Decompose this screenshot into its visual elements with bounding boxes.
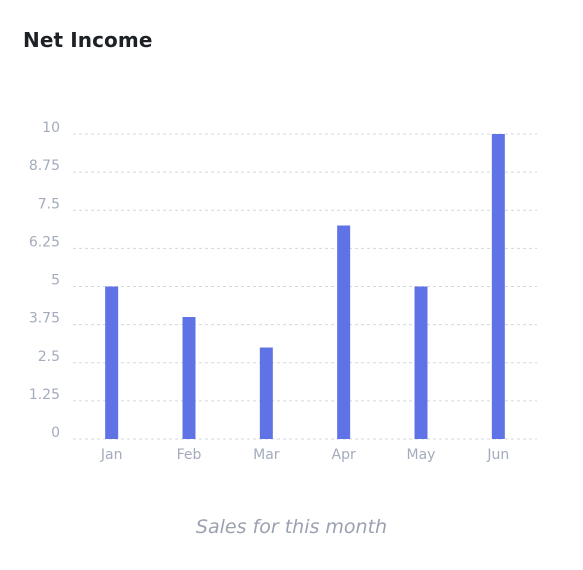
x-tick-label: Jan bbox=[100, 447, 123, 463]
bar-apr bbox=[337, 226, 350, 440]
bar-feb bbox=[183, 317, 196, 439]
x-tick-label: Apr bbox=[332, 447, 356, 463]
x-tick-label: Mar bbox=[253, 447, 280, 463]
bar-jan bbox=[105, 287, 118, 440]
bar-jun bbox=[492, 134, 505, 439]
x-tick-label: May bbox=[407, 447, 436, 463]
y-tick-label: 1.25 bbox=[29, 387, 60, 403]
x-tick-label: Feb bbox=[177, 447, 202, 463]
y-tick-label: 3.75 bbox=[29, 311, 60, 327]
bar-mar bbox=[260, 348, 273, 440]
y-tick-label: 8.75 bbox=[29, 158, 60, 174]
y-tick-label: 7.5 bbox=[38, 196, 60, 212]
y-tick-label: 6.25 bbox=[29, 234, 60, 250]
y-tick-label: 10 bbox=[42, 120, 60, 136]
y-tick-label: 5 bbox=[51, 273, 60, 289]
y-tick-label: 0 bbox=[51, 425, 60, 441]
y-tick-label: 2.5 bbox=[38, 349, 60, 365]
x-tick-label: Jun bbox=[486, 447, 509, 463]
bar-may bbox=[415, 287, 428, 440]
chart-caption: Sales for this month bbox=[0, 516, 583, 538]
